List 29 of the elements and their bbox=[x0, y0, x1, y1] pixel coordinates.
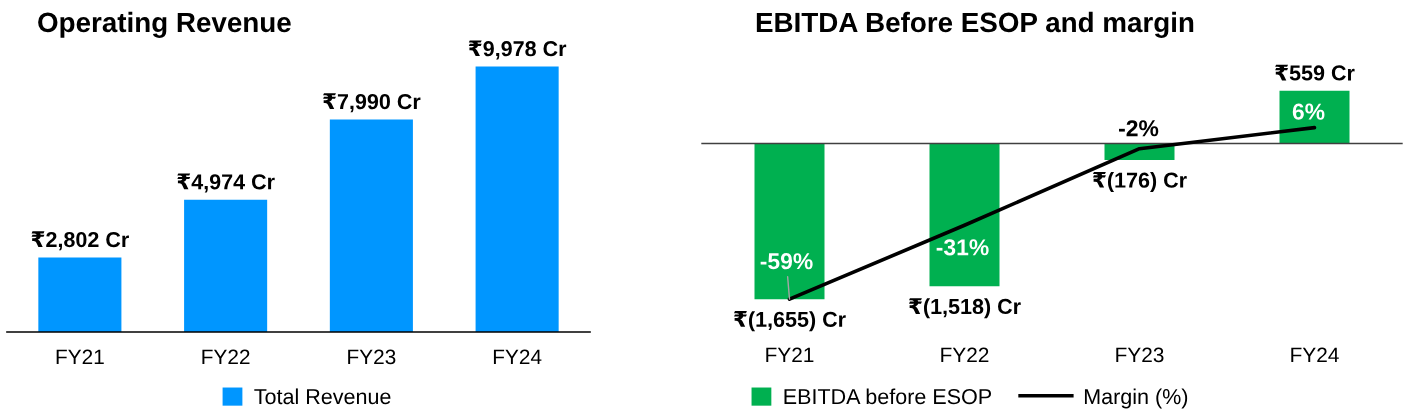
data-label: ₹2,802 Cr bbox=[31, 231, 129, 251]
x-tick-label: FY21 bbox=[56, 349, 104, 365]
bar bbox=[475, 66, 559, 332]
data-label: -2% bbox=[1119, 120, 1159, 137]
x-tick-label: FY21 bbox=[766, 347, 814, 363]
x-tick-label: FY24 bbox=[1291, 347, 1339, 363]
data-label: ₹7,990 Cr bbox=[323, 93, 421, 113]
x-tick-label: FY23 bbox=[1116, 347, 1164, 363]
legend-label: Total Revenue bbox=[254, 388, 391, 405]
data-label: 6% bbox=[1292, 103, 1325, 120]
data-label: -59% bbox=[760, 253, 813, 270]
data-label: ₹559 Cr bbox=[1275, 64, 1355, 81]
bar bbox=[329, 119, 413, 332]
x-tick-label: FY23 bbox=[348, 349, 396, 365]
data-label: ₹4,974 Cr bbox=[177, 173, 275, 193]
x-tick-label: FY24 bbox=[493, 349, 542, 365]
data-label: ₹(1,518) Cr bbox=[909, 298, 1021, 319]
data-label: -31% bbox=[936, 239, 989, 256]
legend-label: Margin (%) bbox=[1084, 388, 1188, 409]
data-label: ₹(176) Cr bbox=[1093, 171, 1187, 193]
chart-title: Operating Revenue bbox=[38, 11, 291, 38]
bar bbox=[38, 257, 122, 332]
data-label: ₹9,978 Cr bbox=[468, 40, 567, 60]
data-label: ₹(1,655) Cr bbox=[734, 311, 846, 332]
legend-label: EBITDA before ESOP bbox=[784, 388, 992, 405]
bar bbox=[184, 199, 268, 332]
chart-title: EBITDA Before ESOP and margin bbox=[756, 11, 1194, 38]
x-tick-label: FY22 bbox=[202, 349, 250, 365]
x-tick-label: FY22 bbox=[941, 347, 989, 363]
